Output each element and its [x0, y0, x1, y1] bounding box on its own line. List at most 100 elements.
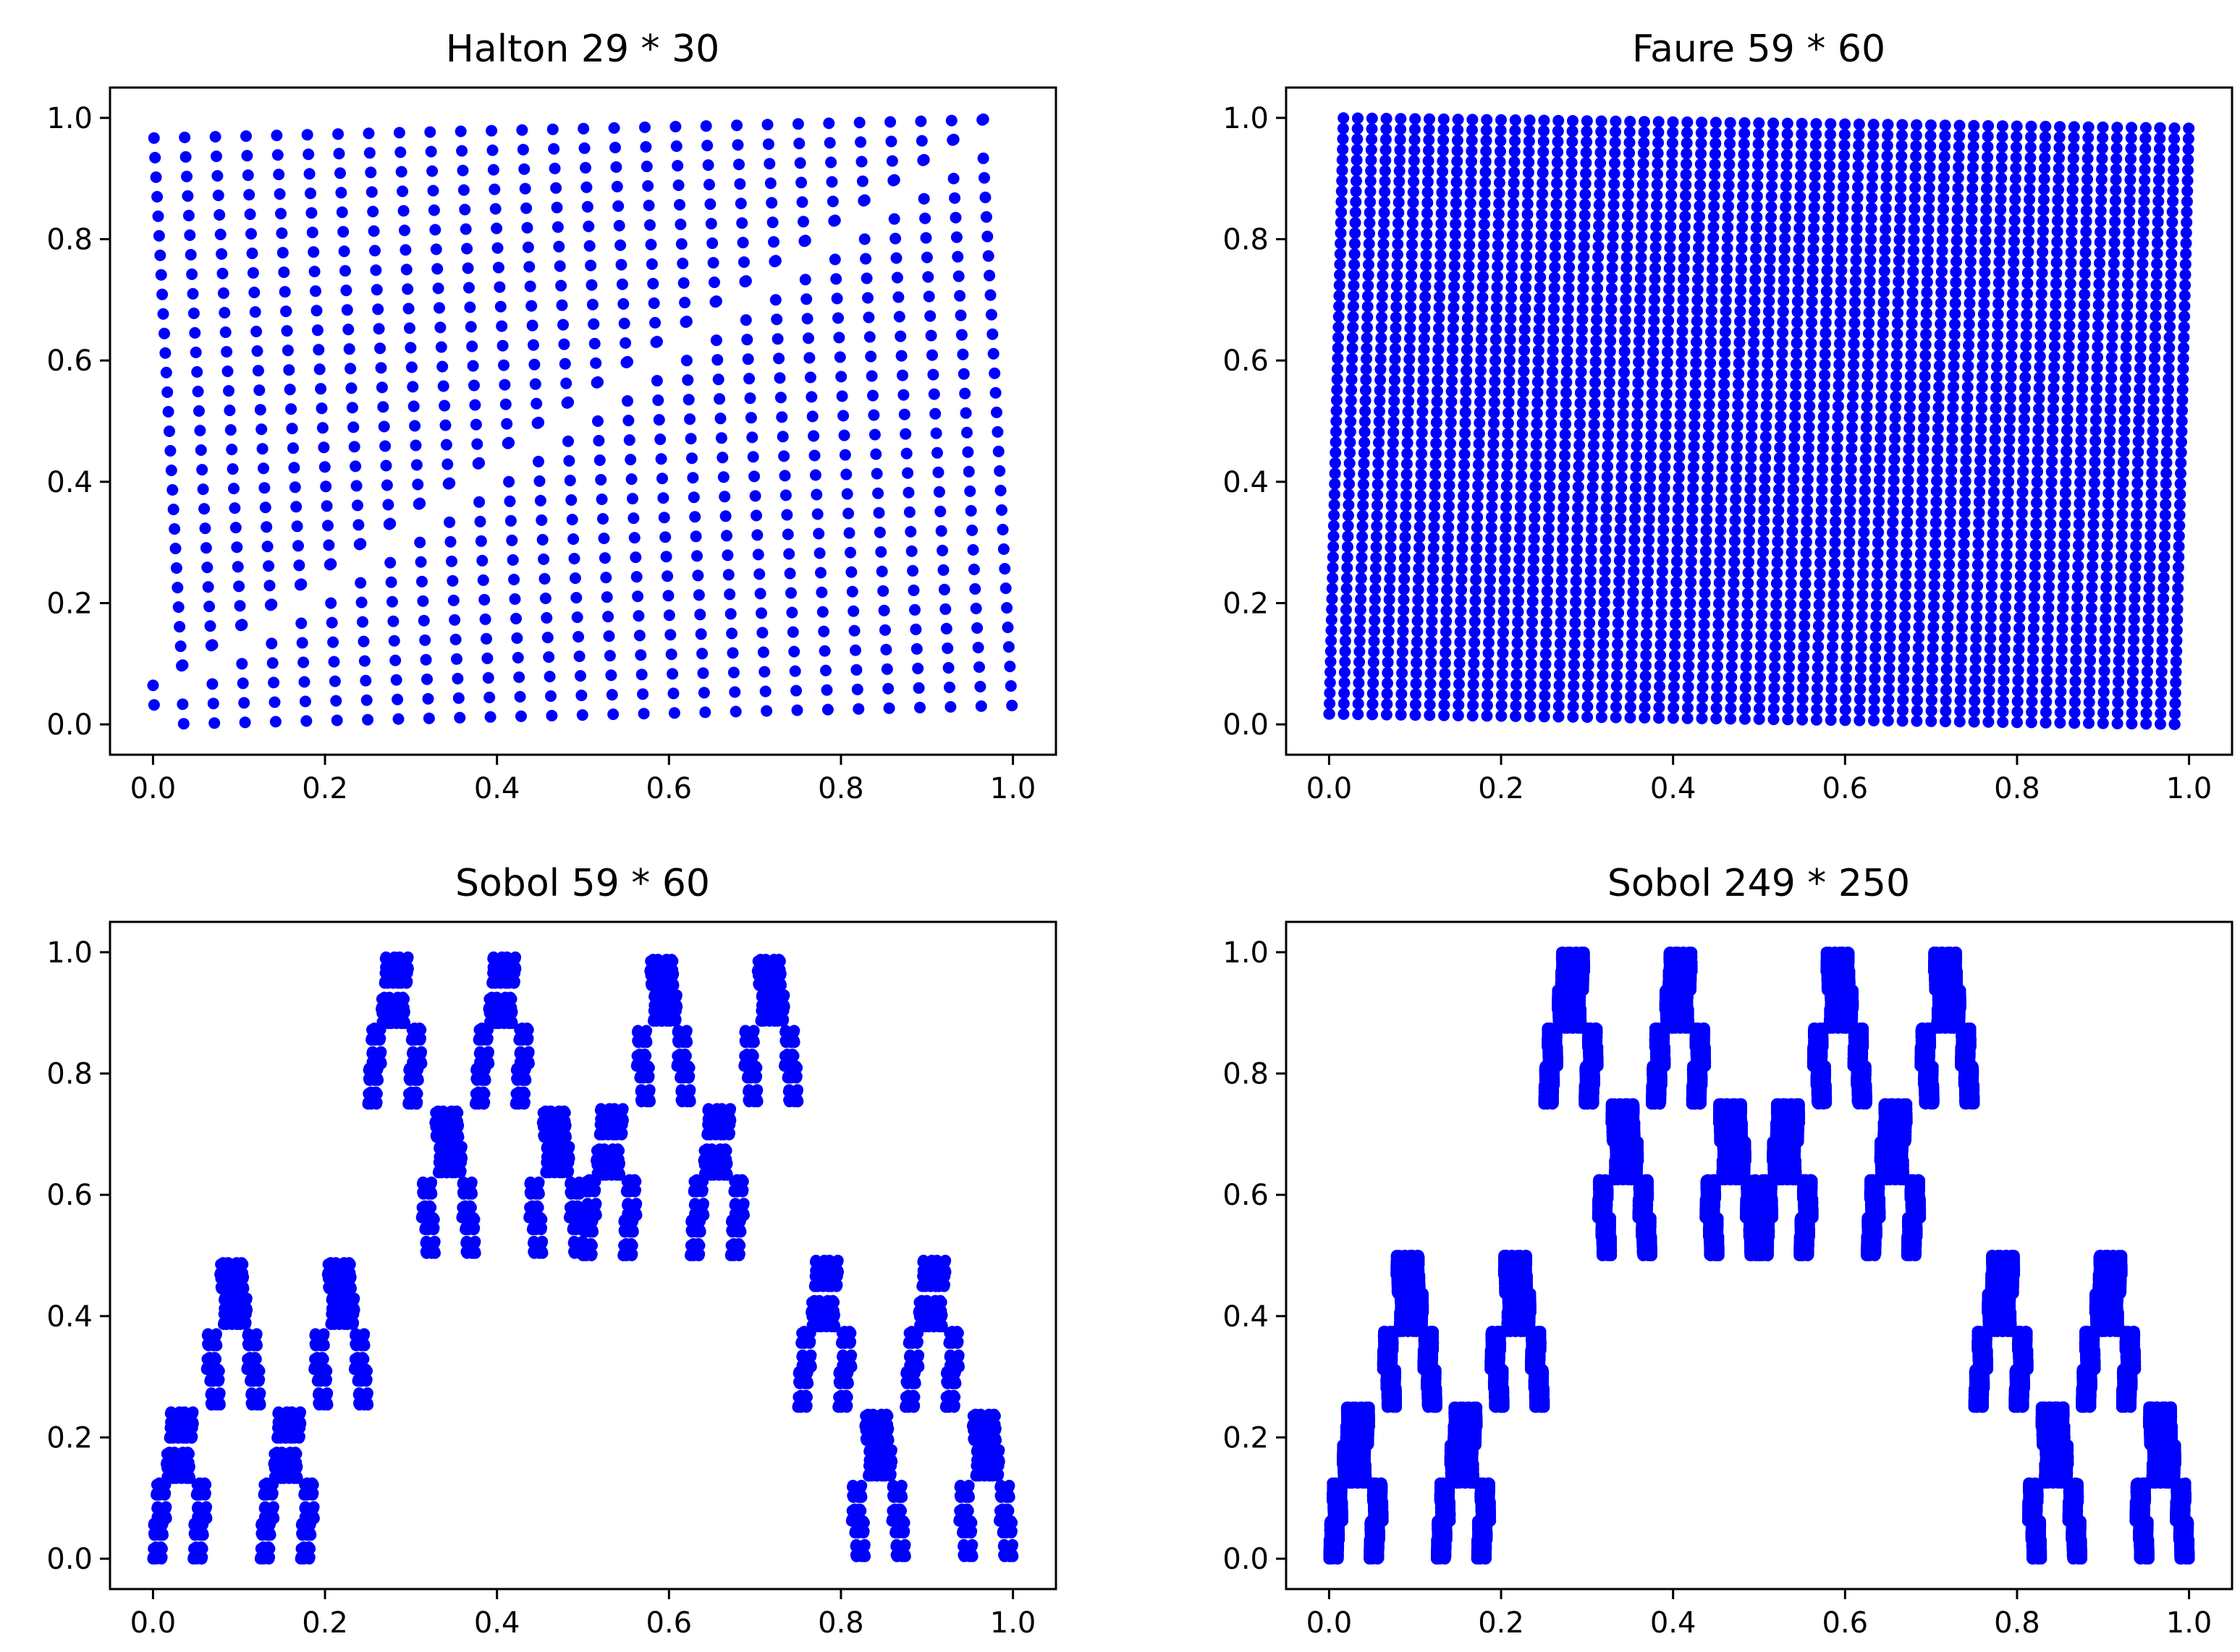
data-point: [2080, 205, 2092, 217]
data-point: [1893, 234, 1906, 246]
data-point: [2028, 601, 2040, 614]
data-point: [1437, 145, 1449, 157]
data-point: [293, 559, 305, 572]
data-point: [2058, 539, 2071, 551]
data-point: [1446, 375, 1458, 387]
data-point: [1998, 643, 2011, 655]
data-point: [2108, 268, 2120, 280]
data-point: [2072, 570, 2084, 583]
data-point: [1471, 522, 1483, 533]
data-point: [1656, 586, 1668, 598]
data-point: [1611, 659, 1623, 672]
x-tick-label: 1.0: [990, 772, 1036, 805]
data-point: [1479, 156, 1492, 168]
data-point: [426, 165, 439, 177]
data-point: [1792, 274, 1804, 287]
data-point: [2032, 465, 2043, 478]
data-point: [1799, 609, 1811, 622]
data-point: [1379, 154, 1392, 166]
data-point: [2003, 433, 2016, 446]
data-point: [2026, 674, 2039, 687]
data-point: [2133, 404, 2145, 416]
data-point: [1730, 473, 1742, 485]
data-point: [773, 352, 785, 365]
data-point: [2068, 706, 2081, 719]
data-point: [363, 147, 376, 159]
data-point: [1512, 616, 1524, 628]
data-point: [1526, 596, 1539, 608]
data-point: [1963, 318, 1975, 331]
data-point: [1327, 541, 1340, 553]
data-point: [958, 368, 970, 380]
data-point: [459, 203, 471, 216]
data-point: [1645, 429, 1657, 441]
data-point: [1861, 359, 1874, 371]
data-point: [1961, 402, 1974, 414]
data-point: [1740, 661, 1752, 673]
data-point: [1694, 190, 1706, 202]
data-point: [1617, 418, 1629, 431]
data-point: [1492, 240, 1504, 252]
data-point: [1782, 692, 1794, 705]
data-point: [2116, 529, 2128, 541]
data-point: [816, 606, 829, 618]
data-point: [1397, 625, 1409, 637]
data-point: [1385, 510, 1398, 522]
data-point: [1761, 389, 1773, 401]
data-point: [1391, 259, 1403, 271]
data-point: [1608, 178, 1620, 190]
data-point: [1603, 376, 1615, 389]
data-point: [2177, 352, 2189, 365]
data-point: [1907, 276, 1919, 288]
data-point: [1537, 145, 1550, 158]
data-point: [1817, 463, 1829, 475]
data-point: [2178, 289, 2191, 302]
data-point: [617, 298, 630, 310]
data-point: [214, 209, 226, 221]
data-point: [2164, 310, 2176, 323]
data-point: [1678, 242, 1691, 254]
data-point: [1540, 637, 1552, 650]
data-point: [2119, 383, 2131, 395]
data-point: [1939, 140, 1951, 153]
data-point: [1419, 322, 1431, 334]
data-point: [1481, 710, 1493, 722]
data-point: [1468, 626, 1481, 638]
data-point: [1701, 514, 1712, 526]
data-point: [1651, 179, 1663, 191]
data-point: [1946, 433, 1958, 445]
data-point: [1477, 260, 1489, 272]
data-point: [592, 415, 604, 427]
data-point: [2112, 686, 2124, 698]
data-point: [1801, 504, 1813, 517]
data-point: [1712, 619, 1725, 631]
data-point: [866, 370, 878, 382]
data-point: [2056, 612, 2068, 624]
subplot-faure: Faure 59 * 60 0.0 0.2 0.4 0.6 0.8 1.00.00.20.…: [1222, 27, 2233, 805]
data-point: [1667, 127, 1679, 139]
data-point: [1482, 668, 1494, 680]
data-point: [1974, 475, 1986, 488]
data-point: [1854, 704, 1866, 716]
data-point: [414, 497, 426, 509]
data-point: [1843, 568, 1855, 580]
data-point: [1628, 555, 1640, 567]
data-point: [1797, 672, 1809, 684]
data-point: [1386, 468, 1398, 480]
data-point: [1438, 699, 1450, 711]
data-point: [1413, 541, 1425, 554]
data-point: [1539, 658, 1552, 670]
data-point: [1548, 302, 1560, 315]
data-point: [907, 564, 919, 577]
data-point: [1992, 276, 2005, 289]
data-point: [1995, 172, 2008, 185]
data-point: [224, 404, 236, 417]
data-point: [639, 121, 651, 133]
data-point: [2114, 603, 2126, 614]
data-point: [184, 229, 196, 241]
data-point: [1335, 206, 1348, 219]
data-point: [1691, 315, 1703, 327]
data-point: [2033, 382, 2045, 394]
data-point: [1719, 326, 1731, 338]
data-point: [776, 411, 788, 423]
